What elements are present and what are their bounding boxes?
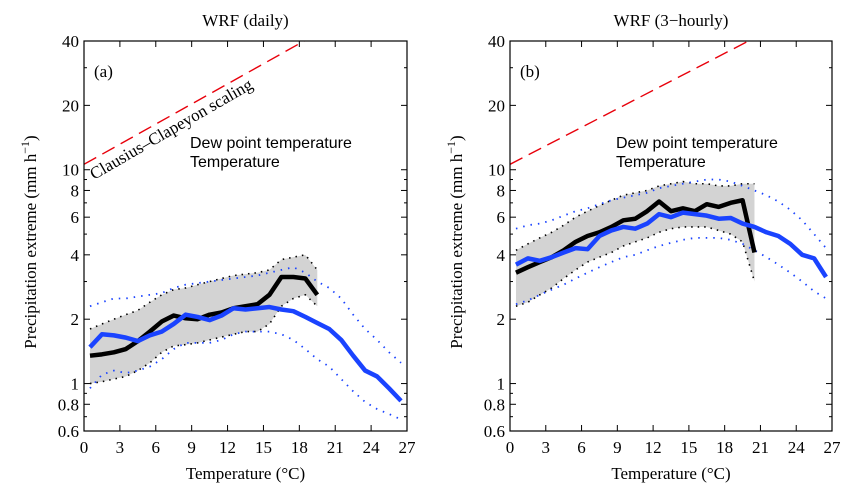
x-tick-label: 15	[255, 438, 272, 457]
y-tick-label: 1	[71, 375, 80, 394]
x-axis-label: Temperature (°C)	[611, 464, 730, 483]
temperature-band-upper-line	[89, 266, 402, 364]
y-tick-label: 1	[497, 375, 506, 394]
dewpoint-band-upper-line	[89, 253, 318, 330]
temperature-band-upper-line	[515, 178, 827, 249]
y-tick-label: 6	[71, 208, 80, 227]
x-tick-label: 24	[363, 438, 381, 457]
y-tick-label: 8	[497, 181, 506, 200]
x-tick-label: 0	[80, 438, 89, 457]
x-tick-label: 6	[152, 438, 161, 457]
y-tick-label: 0.8	[58, 395, 79, 414]
y-tick-label: 4	[71, 246, 80, 265]
y-tick-label: 0.6	[58, 422, 79, 441]
x-tick-label: 21	[327, 438, 344, 457]
x-tick-label: 6	[577, 438, 586, 457]
x-tick-label: 27	[824, 438, 842, 457]
x-tick-label: 9	[187, 438, 196, 457]
x-axis-label: Temperature (°C)	[186, 464, 305, 483]
dewpoint-range-band	[515, 181, 755, 307]
x-tick-label: 21	[752, 438, 769, 457]
y-tick-label: 20	[488, 96, 505, 115]
y-tick-label: 10	[488, 161, 505, 180]
legend-entry-dewpoint: Dew point temperature	[616, 135, 778, 152]
x-tick-label: 3	[116, 438, 125, 457]
plot-area	[510, 41, 828, 307]
y-tick-label: 20	[62, 96, 79, 115]
chart-title: WRF (daily)	[202, 11, 288, 30]
x-tick-label: 24	[788, 438, 806, 457]
y-tick-label: 0.8	[484, 395, 505, 414]
y-tick-label: 8	[71, 181, 80, 200]
temperature-series-line	[514, 210, 828, 279]
chart-title: WRF (3−hourly)	[614, 11, 729, 30]
panel-label: (a)	[94, 62, 113, 81]
x-tick-label: 18	[291, 438, 308, 457]
x-tick-label: 9	[613, 438, 622, 457]
panel-label: (b)	[520, 62, 540, 81]
y-axis-label-end: )	[21, 135, 40, 141]
clausius-clapeyon-line	[84, 41, 305, 165]
y-tick-label: 40	[488, 32, 505, 51]
axes-frame	[509, 40, 833, 432]
y-tick-label: 10	[62, 161, 79, 180]
y-axis-label: Precipitation extreme (mm h−1)	[18, 135, 40, 348]
legend-entry-temperature: Temperature	[190, 154, 280, 171]
legend-entry-temperature: Temperature	[616, 154, 706, 171]
plot-area	[84, 41, 403, 421]
clausius-clapeyon-line	[510, 41, 749, 165]
x-tick-label: 12	[219, 438, 236, 457]
y-axis-label-sup: −1	[18, 141, 32, 154]
y-tick-label: 2	[497, 310, 506, 329]
x-tick-label: 3	[542, 438, 551, 457]
dewpoint-band-lower-line	[89, 293, 318, 385]
y-tick-label: 0.6	[484, 422, 505, 441]
y-axis-label: Precipitation extreme (mm h−1)	[444, 135, 466, 348]
x-tick-label: 15	[680, 438, 697, 457]
y-axis-label-end: )	[447, 135, 466, 141]
axes-frame	[83, 40, 408, 432]
y-tick-label: 4	[497, 246, 506, 265]
y-axis-label-text: Precipitation extreme (mm h	[447, 153, 466, 348]
legend-entry-dewpoint: Dew point temperature	[190, 135, 352, 152]
x-tick-label: 27	[399, 438, 417, 457]
y-tick-label: 40	[62, 32, 79, 51]
x-tick-label: 12	[645, 438, 662, 457]
y-tick-label: 2	[71, 310, 80, 329]
x-tick-label: 18	[716, 438, 733, 457]
y-tick-label: 6	[497, 208, 506, 227]
x-tick-label: 0	[506, 438, 515, 457]
temperature-band-lower-line	[89, 330, 402, 421]
temperature-series-line	[88, 304, 403, 403]
y-axis-label-text: Precipitation extreme (mm h	[21, 153, 40, 348]
y-axis-label-sup: −1	[444, 141, 458, 154]
